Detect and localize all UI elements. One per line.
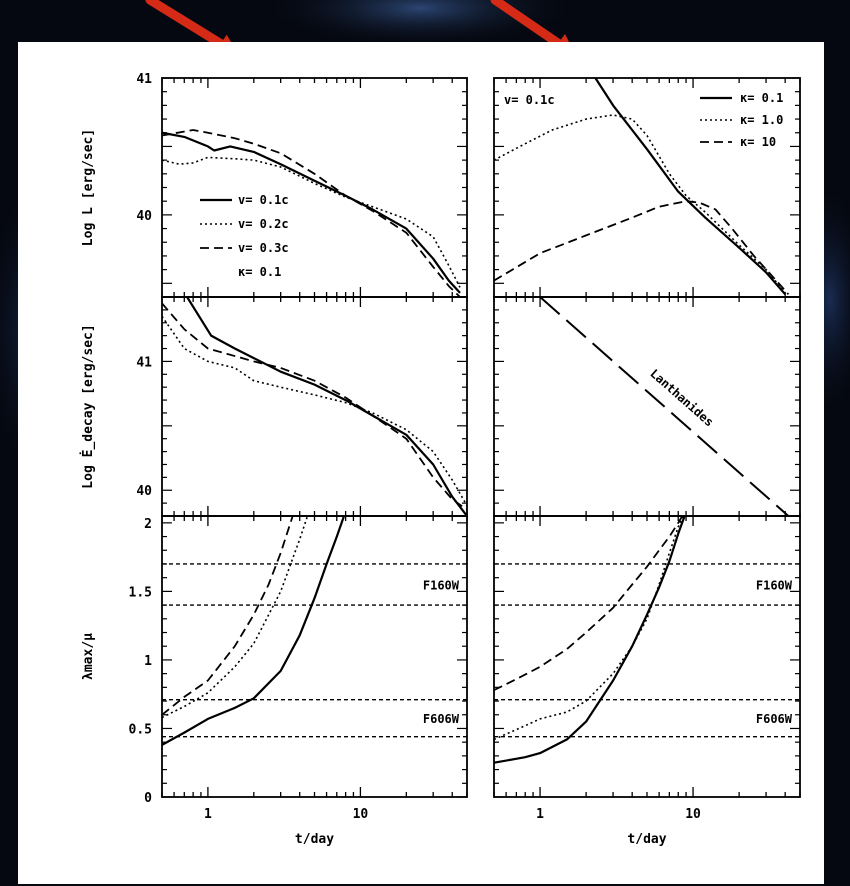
legend-entry: v= 0.3c <box>238 241 289 255</box>
series-line-dashed <box>162 516 294 716</box>
series-line-dashed <box>494 200 790 295</box>
legend-entry: v= 0.1c <box>238 193 289 207</box>
series-line-dotted <box>162 156 461 288</box>
series-line-solid <box>494 516 686 764</box>
y-tick-label: 40 <box>136 209 152 224</box>
series-line-dotted <box>494 516 684 741</box>
y-tick-label: 1.5 <box>129 585 152 600</box>
series-line-solid <box>162 516 346 746</box>
series-line-solid <box>162 131 461 294</box>
x-axis-label: t/day <box>295 832 334 847</box>
band-label-F160W: F160W <box>423 579 460 593</box>
y-axis-label: Log Ė_decay [erg/sec] <box>80 324 96 488</box>
panel-lam_vel: F160W F606W 1 10 t/day <box>493 515 801 847</box>
panel-frame <box>493 77 801 298</box>
figure-card: 40 41 Log L [erg/sec] v= 0.1c v= 0.2c v= 0.3c… <box>18 42 824 884</box>
legend-entry: κ= 10 <box>740 135 776 149</box>
series-line-solid <box>594 78 787 296</box>
series-line-dashed <box>162 302 467 511</box>
panel-frame <box>161 77 468 298</box>
red-arrow-shaft <box>145 0 236 55</box>
x-axis-label: t/day <box>627 832 666 847</box>
panel-edot_vel: Lanthanides <box>493 296 801 517</box>
series-line-dashed <box>162 129 461 297</box>
panel-frame <box>493 515 801 798</box>
x-tick-label: 10 <box>685 807 701 822</box>
y-axis-label: λmax/μ <box>81 633 96 680</box>
x-tick-label: 10 <box>353 807 369 822</box>
panel-frame <box>161 515 468 798</box>
red-arrow-shaft <box>490 0 573 55</box>
series-line-dotted <box>494 114 786 294</box>
band-label-F606W: F606W <box>423 712 460 726</box>
y-tick-label: 0 <box>144 791 152 806</box>
y-tick-label: 2 <box>144 517 152 532</box>
panel-lum_kappa: 40 41 Log L [erg/sec] v= 0.1c v= 0.2c v= 0.3c… <box>81 72 468 298</box>
y-axis-label: Log L [erg/sec] <box>81 129 96 246</box>
x-tick-label: 1 <box>536 807 544 822</box>
band-label-F160W: F160W <box>756 579 793 593</box>
lanthanides-label: Lanthanides <box>647 366 716 429</box>
y-tick-label: 0.5 <box>129 722 152 737</box>
series-line-dotted <box>162 516 309 719</box>
series-line-longdash <box>539 297 790 516</box>
y-tick-label: 41 <box>136 72 152 87</box>
band-label-F606W: F606W <box>756 712 793 726</box>
legend-title: v= 0.1c <box>504 93 555 107</box>
y-tick-label: 40 <box>136 484 152 499</box>
panel-lam_kappa: F160W F606W 0 0.5 1 1.5 2 1 10 t/day λmax/μ <box>81 515 468 847</box>
y-tick-label: 1 <box>144 654 152 669</box>
legend-extra: κ= 0.1 <box>238 265 281 279</box>
panel-edot_kappa: 40 41 Log Ė_decay [erg/sec] <box>80 296 468 517</box>
panel-frame <box>493 296 801 517</box>
panel-lum_vel: v= 0.1c κ= 0.1 κ= 1.0 κ= 10 <box>493 77 801 298</box>
x-tick-label: 1 <box>204 807 212 822</box>
legend-entry: κ= 0.1 <box>740 91 783 105</box>
legend-entry: v= 0.2c <box>238 217 289 231</box>
series-line-dotted <box>162 315 467 507</box>
legend-entry: κ= 1.0 <box>740 113 783 127</box>
chart-figure: 40 41 Log L [erg/sec] v= 0.1c v= 0.2c v= 0.3c… <box>80 72 801 847</box>
y-tick-label: 41 <box>136 355 152 370</box>
series-line-solid <box>186 297 467 516</box>
series-line-dashed <box>494 516 684 691</box>
